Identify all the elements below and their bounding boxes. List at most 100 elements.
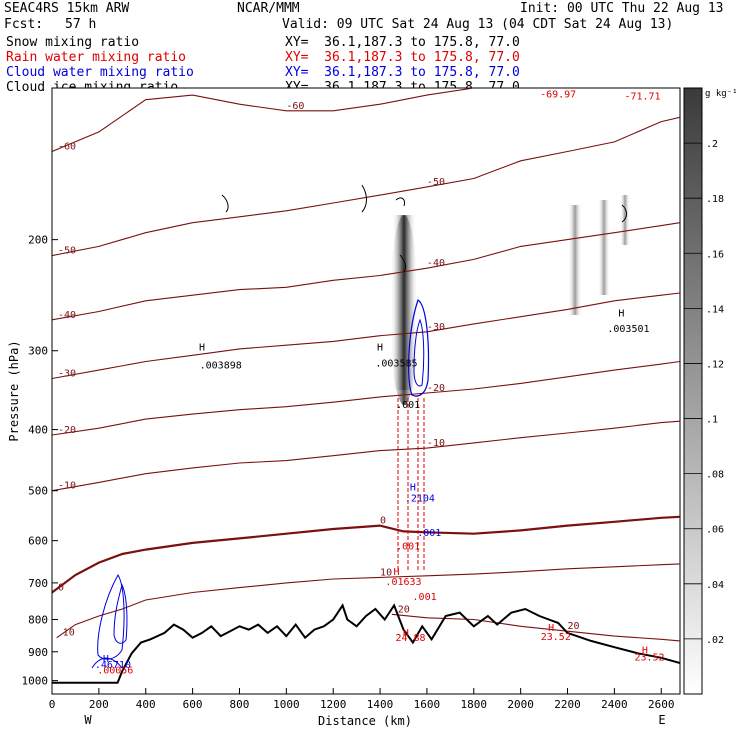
y-tick-label-900: 900: [28, 646, 48, 659]
isotherm-label-mid--40: -40: [427, 258, 445, 269]
x-axis-label: Distance (km): [318, 714, 412, 728]
annotation-4: .001: [396, 400, 420, 411]
field-name-rain: Rain water mixing ratio: [6, 50, 187, 65]
cloud-water-contour-1: [408, 299, 430, 397]
isotherm-label-mid--50: -50: [427, 177, 445, 188]
colorbar-tick-label-0: .02: [706, 635, 724, 646]
x-tick-label-1200: 1200: [320, 698, 347, 711]
y-tick-label-400: 400: [28, 424, 48, 437]
annotation-18: H: [642, 645, 648, 656]
field-xy-cloudwater: XY= 36.1,187.3 to 175.8, 77.0: [285, 65, 520, 80]
isotherm-0: [52, 515, 680, 594]
y-tick-label-600: 600: [28, 535, 48, 548]
annotation-10: .001: [396, 542, 420, 553]
y-tick-label-700: 700: [28, 577, 48, 590]
annotation-11: H: [393, 567, 399, 578]
colorbar-tick-label-1: .04: [706, 580, 724, 591]
colorbar-tick-label-2: .06: [706, 525, 724, 536]
annotation-1: .003898: [200, 360, 242, 371]
y-axis-label: Pressure (hPa): [7, 340, 21, 441]
colorbar-tick-label-3: .08: [706, 470, 724, 481]
x-axis: 0 200 400 600 800 1000 1200 1400 1600 1800 2000 220…: [49, 688, 680, 711]
annotation-23: -69.97: [540, 89, 576, 100]
header-init: Init: 00 UTC Thu 22 Aug 13: [520, 1, 724, 16]
isotherm-label-mid--20: -20: [427, 383, 445, 394]
isotherm-10: [56, 563, 680, 639]
isotherm-label-mid-0: 0: [380, 516, 386, 527]
annotation-0: H: [199, 343, 205, 354]
x-tick-label-2200: 2200: [554, 698, 581, 711]
annotation-16: H: [548, 623, 554, 634]
annotation-14: H: [403, 628, 409, 639]
annotation-5: H: [618, 309, 624, 320]
x-tick-label-0: 0: [49, 698, 56, 711]
field-xy-snow: XY= 36.1,187.3 to 175.8, 77.0: [285, 35, 520, 50]
isotherm-label--60: -60: [58, 142, 76, 153]
hydrometeor-shading: [390, 195, 630, 405]
isotherm-20: [391, 613, 680, 642]
x-tick-label-1600: 1600: [414, 698, 441, 711]
colorbar-tick-label-7: .16: [706, 249, 724, 260]
isotherm-label-mid-10: 10: [380, 567, 392, 578]
y-tick-label-800: 800: [28, 613, 48, 626]
colorbar-tick-label-8: .18: [706, 194, 724, 205]
y-tick-label-1000: 1000: [22, 675, 49, 688]
x-tick-label-1800: 1800: [461, 698, 488, 711]
isotherm--60: [52, 88, 474, 153]
header-org: NCAR/MMM: [237, 1, 300, 16]
cloud-water-west-1: [97, 574, 125, 660]
x-tick-label-2400: 2400: [601, 698, 628, 711]
cloud-water-contour-2: [413, 318, 425, 387]
plot-area: [51, 87, 681, 695]
colorbar-tick-label-6: .14: [706, 304, 724, 315]
cloud-ice-contour-3: [395, 197, 405, 207]
isotherm-label-0: 0: [58, 583, 64, 594]
annotation-13: .001: [413, 592, 437, 603]
snow-plume-east-2: [598, 200, 610, 295]
isotherm-label--40: -40: [58, 310, 76, 321]
header-valid: Valid: 09 UTC Sat 24 Aug 13 (04 CDT Sat …: [282, 17, 674, 32]
isotherm--40: [52, 222, 680, 321]
colorbar-tick-label-9: .2: [706, 139, 718, 150]
snow-plume-east-1: [568, 205, 582, 315]
isotherm--30: [52, 292, 680, 380]
colorbar-tick-label-5: .12: [706, 359, 724, 370]
isotherm--20: [52, 360, 680, 436]
mixing-ratio-contours: [91, 184, 627, 669]
cloud-ice-contour-5: [621, 204, 627, 223]
x-tick-label-200: 200: [89, 698, 109, 711]
annotation-8: .2104: [405, 493, 435, 504]
field-name-cloudwater: Cloud water mixing ratio: [6, 65, 194, 80]
x-tick-label-800: 800: [230, 698, 250, 711]
isotherm-label-mid--30: -30: [427, 322, 445, 333]
colorbar: .02 .04 .06 .08 .1 .12 .14 .16 .18 .2 g kg⁻¹: [683, 87, 738, 695]
annotation-9: .001: [417, 528, 441, 539]
y-tick-label-500: 500: [28, 485, 48, 498]
annotation-2: H: [377, 343, 383, 354]
x-tick-label-1000: 1000: [273, 698, 300, 711]
isotherm-label--50: -50: [58, 246, 76, 257]
annotation-19: 23.52: [634, 653, 664, 664]
y-tick-label-300: 300: [28, 345, 48, 358]
annotation-7: H: [410, 483, 416, 494]
colorbar-tick-label-4: .1: [706, 415, 718, 426]
cloud-ice-contour-4: [399, 254, 407, 273]
colorbar-ramp: [683, 87, 703, 695]
y-tick-label-200: 200: [28, 234, 48, 247]
field-name-snow: Snow mixing ratio: [6, 35, 140, 50]
annotation-22: .00056: [97, 666, 133, 677]
annotation-24: -71.71: [624, 92, 660, 103]
terrain-path: [52, 603, 680, 684]
isotherm-label--20: -20: [58, 425, 76, 436]
annotation-3: .003585: [375, 359, 417, 370]
isotherm-label-10: 10: [63, 628, 75, 639]
header-fcst-label: Fcst:: [4, 17, 44, 32]
isotherm-label-mid--60: -60: [286, 101, 304, 112]
isotherm-label-mid--10: -10: [427, 438, 445, 449]
terrain-line: [52, 603, 680, 684]
x-tick-label-400: 400: [136, 698, 156, 711]
temperature-contours: [52, 88, 680, 642]
isotherm--10: [52, 420, 680, 492]
annotation-20: H: [103, 654, 109, 665]
cloud-ice-contour-1: [221, 194, 229, 213]
